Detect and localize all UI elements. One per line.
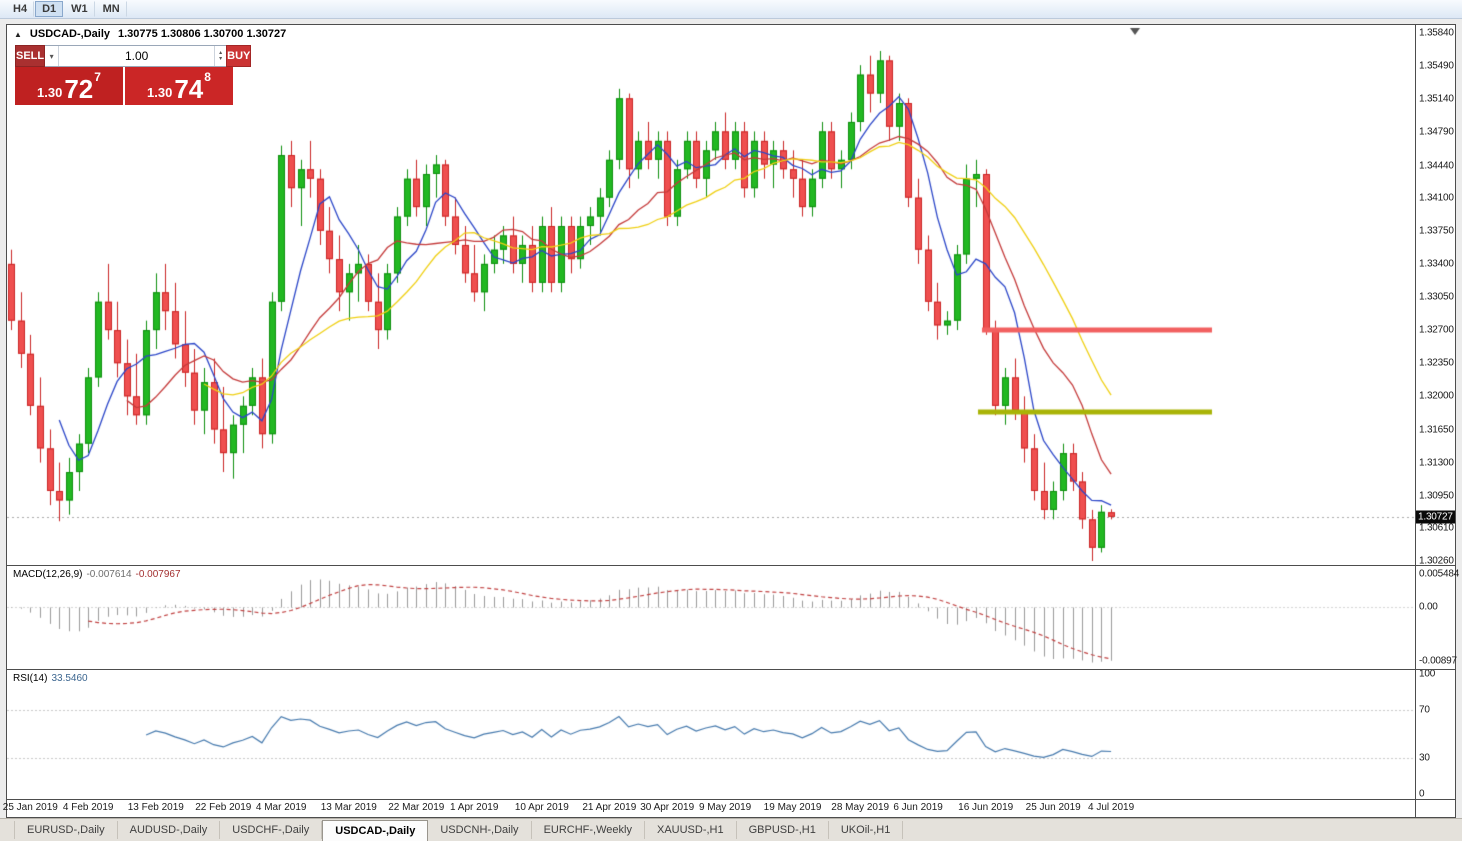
date-label: 6 Jun 2019 bbox=[893, 802, 943, 813]
pane-divider[interactable] bbox=[7, 669, 1455, 670]
buy-price-pipette: 8 bbox=[204, 70, 211, 84]
timeframe-button-mn[interactable]: MN bbox=[96, 1, 127, 17]
macd-name: MACD(12,26,9) bbox=[13, 569, 83, 580]
macd-pane: MACD(12,26,9) -0.007614 -0.007967 bbox=[7, 566, 1415, 669]
rsi-value: 33.5460 bbox=[51, 673, 88, 684]
price-axis-label: 1.31300 bbox=[1419, 457, 1454, 469]
date-label: 1 Apr 2019 bbox=[450, 802, 499, 813]
date-label: 21 Apr 2019 bbox=[582, 802, 637, 813]
chart-tab-audusd[interactable]: AUDUSD-,Daily bbox=[118, 821, 221, 839]
rsi-name: RSI(14) bbox=[13, 673, 48, 684]
timeframe-toolbar: H4 D1 W1 MN bbox=[0, 0, 1462, 19]
date-label: 30 Apr 2019 bbox=[640, 802, 695, 813]
date-label: 25 Jun 2019 bbox=[1025, 802, 1081, 813]
macd-scale-label: -0.00897 bbox=[1419, 655, 1457, 667]
sell-price-display[interactable]: 1.30 72 7 bbox=[15, 67, 123, 105]
date-label: 13 Mar 2019 bbox=[320, 802, 377, 813]
date-label: 25 Jan 2019 bbox=[2, 802, 58, 813]
sell-price-base: 1.30 bbox=[37, 85, 63, 100]
one-click-collapse-icon[interactable]: ▲ bbox=[14, 29, 22, 39]
buy-price-base: 1.30 bbox=[147, 85, 173, 100]
price-axis-label: 1.32350 bbox=[1419, 357, 1454, 369]
chart-ohlc-values: 1.30775 1.30806 1.30700 1.30727 bbox=[118, 28, 287, 40]
price-axis-label: 1.32700 bbox=[1419, 324, 1454, 336]
volume-input[interactable] bbox=[59, 46, 215, 66]
time-axis[interactable]: 25 Jan 2019 4 Feb 2019 13 Feb 2019 22 Feb 2… bbox=[3, 800, 1415, 817]
sell-button[interactable]: SELL bbox=[15, 45, 46, 67]
timeframe-button-h4[interactable]: H4 bbox=[6, 1, 35, 17]
date-label: 10 Apr 2019 bbox=[514, 802, 569, 813]
macd-signal-value: -0.007967 bbox=[135, 569, 181, 580]
chart-tab-xauusd[interactable]: XAUUSD-,H1 bbox=[645, 821, 737, 839]
price-axis-label: 1.30950 bbox=[1419, 490, 1454, 502]
price-axis-label: 1.35140 bbox=[1419, 93, 1454, 105]
price-axis-label: 1.32000 bbox=[1419, 390, 1454, 402]
date-label: 9 May 2019 bbox=[698, 802, 752, 813]
chart-symbol-label: USDCAD-,Daily bbox=[29, 28, 110, 40]
chart-tab-bar: EURUSD-,Daily AUDUSD-,Daily USDCHF-,Daily U… bbox=[0, 818, 1462, 841]
price-axis-label: 1.33750 bbox=[1419, 225, 1454, 237]
buy-price-pips: 74 bbox=[174, 74, 204, 104]
spinner-up-icon[interactable]: ▴ bbox=[219, 50, 223, 56]
rsi-scale-label: 70 bbox=[1419, 704, 1430, 716]
price-axis-label: 1.33050 bbox=[1419, 291, 1454, 303]
timeframe-button-w1[interactable]: W1 bbox=[64, 1, 95, 17]
price-axis-label: 1.30610 bbox=[1419, 522, 1454, 534]
date-label: 4 Jul 2019 bbox=[1088, 802, 1135, 813]
price-axis-label: 1.31650 bbox=[1419, 424, 1454, 435]
candlestick-chart-canvas[interactable] bbox=[7, 25, 1415, 565]
current-price-tag: 1.30727 bbox=[1416, 510, 1455, 524]
buy-button[interactable]: BUY bbox=[226, 45, 252, 67]
chart-tab-ukoil[interactable]: UKOil-,H1 bbox=[829, 821, 904, 839]
price-axis-label: 1.35490 bbox=[1419, 60, 1454, 72]
pane-divider[interactable] bbox=[7, 565, 1455, 566]
spinner-down-icon[interactable]: ▾ bbox=[219, 56, 223, 62]
date-label: 22 Mar 2019 bbox=[388, 802, 445, 813]
price-axis-label: 1.34790 bbox=[1419, 126, 1454, 138]
date-label: 4 Mar 2019 bbox=[255, 802, 307, 813]
date-label: 13 Feb 2019 bbox=[127, 802, 184, 813]
rsi-scale-label: 100 bbox=[1419, 668, 1436, 680]
chart-title: ▲ USDCAD-,Daily 1.30775 1.30806 1.30700 … bbox=[14, 28, 286, 40]
price-axis-label: 1.35840 bbox=[1419, 27, 1454, 39]
rsi-label: RSI(14) 33.5460 bbox=[13, 673, 88, 684]
date-label: 16 Jun 2019 bbox=[958, 802, 1014, 813]
chart-window: ▲ USDCAD-,Daily 1.30775 1.30806 1.30700 … bbox=[3, 24, 1459, 818]
volume-control: ▾ ▴▾ bbox=[45, 45, 227, 67]
pane-divider[interactable] bbox=[7, 799, 1455, 800]
price-axis-label: 1.34100 bbox=[1419, 192, 1454, 204]
chart-tab-usdcnh[interactable]: USDCNH-,Daily bbox=[428, 821, 532, 839]
chart-tab-usdchf[interactable]: USDCHF-,Daily bbox=[220, 821, 323, 839]
rsi-pane: RSI(14) 33.5460 bbox=[7, 670, 1415, 799]
macd-main-value: -0.007614 bbox=[86, 569, 132, 580]
date-label: 4 Feb 2019 bbox=[62, 802, 114, 813]
chart-tab-eurusd[interactable]: EURUSD-,Daily bbox=[14, 821, 118, 839]
rsi-scale-label: 0 bbox=[1419, 788, 1425, 800]
sell-price-pipette: 7 bbox=[94, 70, 101, 84]
date-label: 19 May 2019 bbox=[763, 802, 822, 813]
sell-price-pips: 72 bbox=[64, 74, 94, 104]
macd-scale-label: 0.005484 bbox=[1419, 568, 1460, 580]
price-axis-label: 1.34440 bbox=[1419, 160, 1454, 171]
macd-chart-canvas[interactable] bbox=[7, 566, 1415, 669]
chart-tab-usdcad[interactable]: USDCAD-,Daily bbox=[322, 820, 429, 841]
date-label: 22 Feb 2019 bbox=[195, 802, 252, 813]
date-label: 28 May 2019 bbox=[831, 802, 890, 813]
buy-price-display[interactable]: 1.30 74 8 bbox=[125, 67, 233, 105]
chart-tab-eurchf[interactable]: EURCHF-,Weekly bbox=[532, 821, 645, 839]
rsi-chart-canvas[interactable] bbox=[7, 670, 1415, 799]
chart-tab-gbpusd[interactable]: GBPUSD-,H1 bbox=[737, 821, 829, 839]
macd-scale-label: 0.00 bbox=[1419, 601, 1438, 613]
price-axis[interactable]: 1.30727 1.35840 1.35490 1.35140 1.34790 1.34… bbox=[1415, 25, 1459, 817]
rsi-scale-label: 30 bbox=[1419, 752, 1430, 764]
timeframe-button-d1[interactable]: D1 bbox=[35, 1, 64, 17]
volume-dropdown-icon[interactable]: ▾ bbox=[45, 46, 60, 66]
price-chart-pane: ▲ USDCAD-,Daily 1.30775 1.30806 1.30700 … bbox=[7, 25, 1415, 565]
volume-spinner[interactable]: ▴ ▾ bbox=[214, 46, 226, 66]
macd-label: MACD(12,26,9) -0.007614 -0.007967 bbox=[13, 569, 181, 580]
price-axis-label: 1.33400 bbox=[1419, 258, 1454, 270]
price-axis-label: 1.30260 bbox=[1419, 555, 1454, 567]
